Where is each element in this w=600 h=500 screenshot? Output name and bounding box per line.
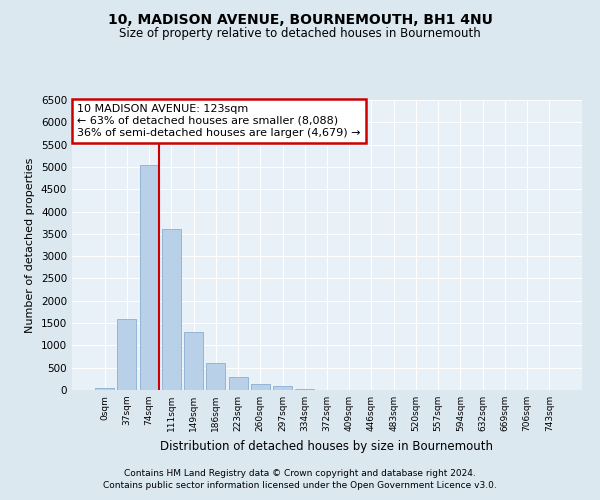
Bar [229,376,248,390]
X-axis label: Distribution of detached houses by size in Bournemouth: Distribution of detached houses by size … [161,440,493,452]
Text: Size of property relative to detached houses in Bournemouth: Size of property relative to detached ho… [119,28,481,40]
Bar [162,230,181,390]
Text: Contains public sector information licensed under the Open Government Licence v3: Contains public sector information licen… [103,481,497,490]
Bar [140,164,158,390]
Text: 10 MADISON AVENUE: 123sqm
← 63% of detached houses are smaller (8,088)
36% of se: 10 MADISON AVENUE: 123sqm ← 63% of detac… [77,104,361,138]
Bar [273,386,292,390]
Bar [184,332,203,390]
Text: Contains HM Land Registry data © Crown copyright and database right 2024.: Contains HM Land Registry data © Crown c… [124,468,476,477]
Y-axis label: Number of detached properties: Number of detached properties [25,158,35,332]
Bar [118,318,136,390]
Bar [206,363,225,390]
Bar [251,384,270,390]
Text: 10, MADISON AVENUE, BOURNEMOUTH, BH1 4NU: 10, MADISON AVENUE, BOURNEMOUTH, BH1 4NU [107,12,493,26]
Bar [95,388,114,390]
Bar [295,388,314,390]
